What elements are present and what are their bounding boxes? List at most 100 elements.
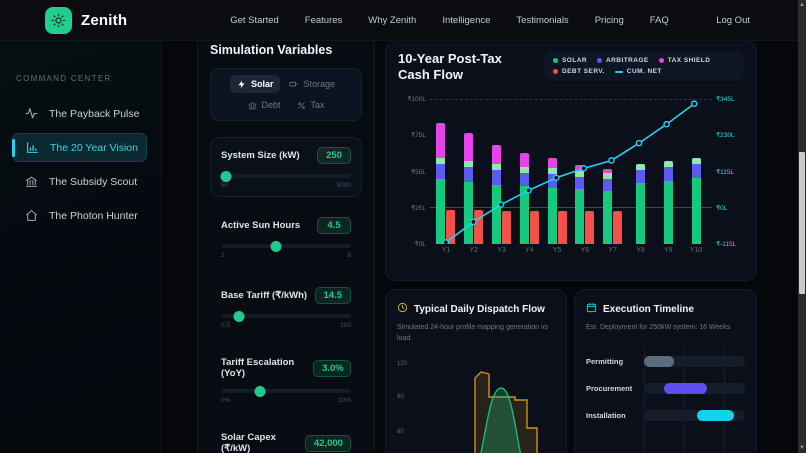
slider-base-tariff: Base Tariff (₹/kWh) 14.5 0.5 100 [210,277,362,337]
tab-tax[interactable]: Tax [290,96,332,114]
timeline-bar[interactable] [664,382,707,394]
x-axis: Y1 Y2 Y3 Y4 Y5 Y6 Y7 Y8 Y9 Y10 [432,247,710,254]
timeline-bar[interactable] [644,355,675,367]
stacked-bar[interactable] [575,164,585,244]
slider-track[interactable] [221,240,351,252]
tab-storage[interactable]: Storage [282,75,342,93]
bar-debt-service[interactable] [501,211,511,244]
sun-icon [45,6,72,34]
nav-link-intelligence[interactable]: Intelligence [442,14,491,26]
stacked-bar[interactable] [519,153,529,244]
bar-segment-solar [491,184,501,244]
stacked-bar[interactable] [603,168,613,244]
slider-system-size: System Size (kW) 250 50 5000 [210,137,362,197]
dispatch-subtitle: Simulated 24-hour profile mapping genera… [397,324,548,342]
daily-dispatch-card: Typical Daily Dispatch Flow Simulated 24… [385,289,567,453]
bar-debt-service[interactable] [557,211,567,244]
timeline-gridline [644,347,645,453]
bar-group[interactable] [684,99,709,244]
scroll-down-arrow[interactable]: ▼ [799,445,805,451]
stacked-bar[interactable] [635,163,645,244]
timeline-track[interactable] [644,355,745,367]
simulation-variables-panel: Simulation Variables Solar Storage Debt … [197,34,375,453]
timeline-gridline [684,347,685,453]
sidebar-item-photon-hunter[interactable]: The Photon Hunter [12,201,147,230]
bar-group[interactable] [545,99,570,244]
legend-color-swatch [597,58,602,63]
x-axis-tick: Y8 [636,247,645,254]
slider-max: 10% [337,397,351,404]
bar-debt-service[interactable] [585,211,595,244]
slider-knob[interactable] [233,310,245,322]
dispatch-title: Typical Daily Dispatch Flow [414,303,545,315]
logout-button[interactable]: Log Out [716,14,750,26]
bar-group[interactable] [489,99,514,244]
nav-link-features[interactable]: Features [304,14,343,26]
timeline-track[interactable] [644,409,745,421]
slider-track[interactable] [221,385,351,397]
panel-title: Simulation Variables [210,43,333,57]
bar-segment-solar [464,181,474,244]
brand-name: Zenith [81,11,128,29]
stacked-bar[interactable] [491,145,501,244]
y-axis-left: ₹100L ₹75L ₹50L ₹25L ₹0L [398,96,428,248]
slider-min: 50 [221,182,229,189]
clock-icon [397,300,408,318]
stacked-bar[interactable] [547,158,557,244]
chart-plot-area: ₹100L ₹75L ₹50L ₹25L ₹0L ₹345L ₹230L ₹115L ₹0L ₹… [398,96,748,274]
bar-chart-icon [25,140,40,155]
nav-link-why-zenith[interactable]: Why Zenith [368,14,417,26]
bar-group[interactable] [600,99,625,244]
bar-group[interactable] [572,99,597,244]
timeline-track[interactable] [644,382,745,394]
nav-link-get-started[interactable]: Get Started [230,14,279,26]
bar-group[interactable] [517,99,542,244]
bar-group[interactable] [656,99,681,244]
y-axis-left-tick: ₹25L [411,204,426,212]
bar-group[interactable] [628,99,653,244]
slider-knob[interactable] [254,385,266,397]
sidebar-item-subsidy-scout[interactable]: The Subsidy Scout [12,167,147,196]
scroll-up-arrow[interactable]: ▲ [799,2,805,8]
stacked-bar[interactable] [464,133,474,244]
slider-knob[interactable] [220,170,232,182]
bar-debt-service[interactable] [446,209,456,244]
bar-segment-arbitrage [436,163,446,179]
sidebar-item-20-year-vision[interactable]: The 20 Year Vision [12,133,147,162]
bar-group[interactable] [461,99,486,244]
slider-track[interactable] [221,310,351,322]
legend-color-swatch [553,58,558,63]
tab-debt[interactable]: Debt [240,96,287,114]
bar-debt-service[interactable] [613,211,623,244]
bar-group[interactable] [433,99,458,244]
page-scrollbar[interactable]: ▲ ▼ [798,0,806,453]
nav-link-pricing[interactable]: Pricing [594,14,624,26]
timeline-bar[interactable] [696,409,734,421]
bar-debt-service[interactable] [529,211,539,244]
tab-solar[interactable]: Solar [229,75,281,93]
brand-logo[interactable]: Zenith [45,6,128,34]
tab-label: Tax [310,100,325,110]
nav-link-testimonials[interactable]: Testimonials [516,14,569,26]
slider-value: 250 [317,147,351,164]
legend-label: SOLAR [562,57,587,64]
stacked-bar[interactable] [691,158,701,244]
stacked-bar[interactable] [663,160,673,244]
legend-label: ARBITRAGE [606,57,649,64]
timeline-row-procurement: Procurement [586,382,745,394]
scroll-thumb[interactable] [799,152,805,294]
slider-tariff-escalation: Tariff Escalation (YoY) 3.0% 0% 10% [210,347,362,412]
percent-tag-icon [297,100,307,110]
y-axis-left-tick: ₹75L [411,132,426,140]
bar-debt-service[interactable] [474,209,484,244]
nav-link-faq[interactable]: FAQ [649,14,669,26]
slider-knob[interactable] [270,240,282,252]
stacked-bar[interactable] [436,122,446,244]
sidebar-item-payback-pulse[interactable]: The Payback Pulse [12,99,147,128]
x-axis-tick: Y4 [525,247,534,254]
y-axis-left-tick: ₹0L [414,241,426,248]
slider-track[interactable] [220,170,351,182]
cash-flow-chart-card: 10-Year Post-Tax Cash Flow SOLAR ARBITRA… [385,40,757,281]
slider-solar-capex: Solar Capex (₹/kW) 42,000 [210,422,362,453]
timeline-row-label: Procurement [586,383,633,393]
